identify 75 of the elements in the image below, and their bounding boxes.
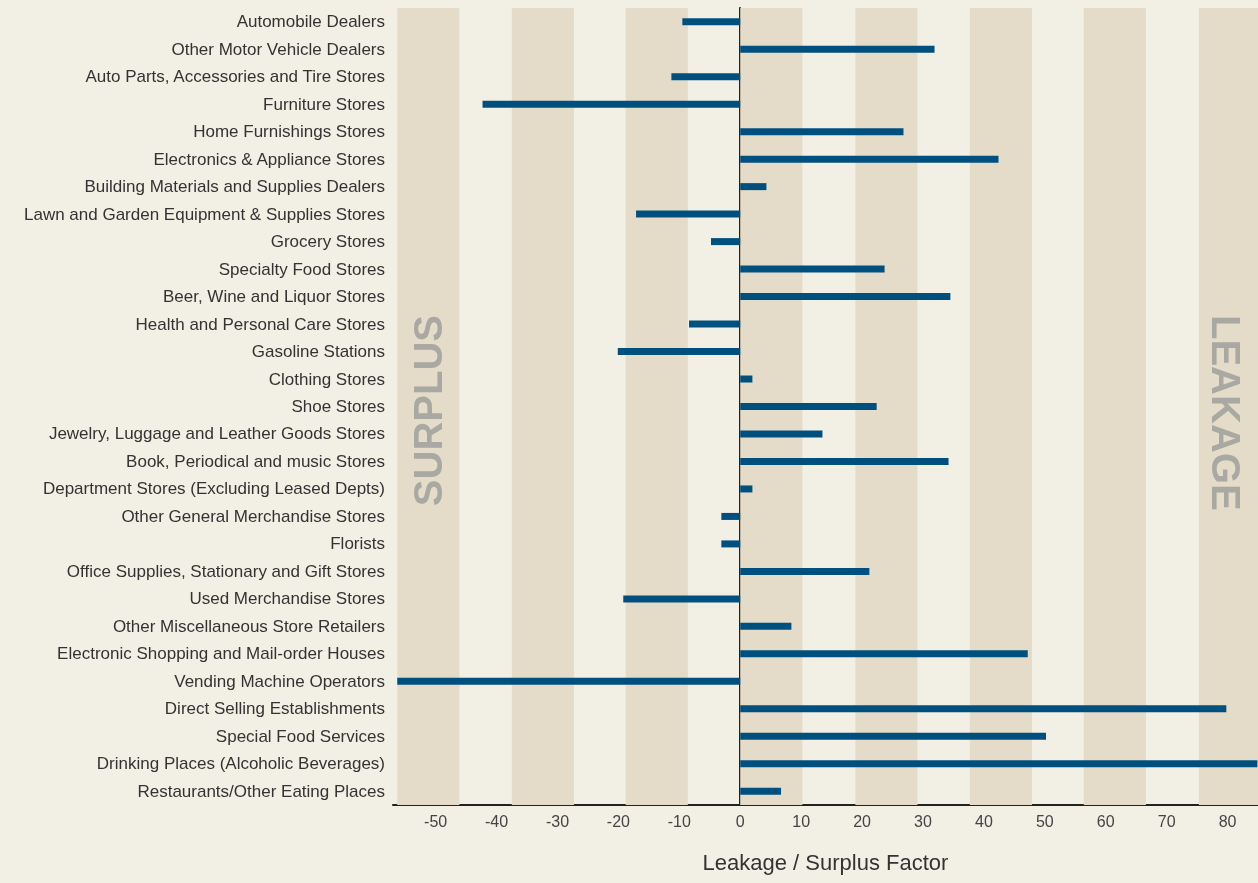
bar xyxy=(740,183,767,191)
y-tick-label: Department Stores (Excluding Leased Depts) xyxy=(42,479,385,499)
bar xyxy=(740,128,904,136)
bar xyxy=(740,293,951,301)
y-tick-label: Auto Parts, Accessories and Tire Stores xyxy=(85,67,385,87)
y-tick-label: Health and Personal Care Stores xyxy=(135,314,385,334)
x-tick-label: -20 xyxy=(606,812,631,830)
annotation: LEAKAGE xyxy=(1204,315,1248,511)
y-tick-label: Home Furnishings Stores xyxy=(193,122,385,142)
y-tick-label: Building Materials and Supplies Dealers xyxy=(84,177,385,197)
y-tick-label: Lawn and Garden Equipment & Supplies Stores xyxy=(23,204,385,224)
y-tick-label: Clothing Stores xyxy=(268,369,385,389)
x-axis-title: Leakage / Surplus Factor xyxy=(702,849,949,875)
bar xyxy=(740,45,935,53)
y-tick-label: Electronic Shopping and Mail-order Houses xyxy=(57,644,385,664)
bar xyxy=(740,705,1227,713)
bar xyxy=(740,760,1258,768)
x-tick-label: -10 xyxy=(667,812,691,830)
y-tick-label: Gasoline Stations xyxy=(251,342,385,362)
x-tick-label: 10 xyxy=(792,812,811,830)
y-tick-label: Direct Selling Establishments xyxy=(164,699,385,719)
x-tick-label: 80 xyxy=(1218,812,1237,830)
x-tick-label: 70 xyxy=(1157,812,1176,830)
x-tick-label: 20 xyxy=(853,812,872,830)
bar xyxy=(682,18,741,26)
bar xyxy=(740,375,753,383)
bar xyxy=(740,567,870,575)
x-tick-label: 0 xyxy=(735,812,745,830)
bar xyxy=(740,732,1047,740)
y-tick-label: Automobile Dealers xyxy=(236,12,385,32)
x-tick-label: -50 xyxy=(424,812,448,830)
y-tick-label: Beer, Wine and Liquor Stores xyxy=(162,287,385,307)
bar xyxy=(721,512,741,520)
y-tick-label: Other Miscellaneous Store Retailers xyxy=(112,616,385,636)
y-tick-label: Vending Machine Operators xyxy=(174,671,385,691)
y-tick-label: Grocery Stores xyxy=(270,232,385,252)
y-tick-label: Book, Periodical and music Stores xyxy=(126,451,385,471)
bar xyxy=(482,100,741,108)
bar xyxy=(740,457,949,465)
y-tick-label: Florists xyxy=(330,534,385,554)
bar xyxy=(740,622,792,630)
y-tick-label: Other Motor Vehicle Dealers xyxy=(171,39,385,59)
x-tick-label: 60 xyxy=(1096,812,1115,830)
x-tick-label: -40 xyxy=(484,812,509,830)
y-tick-label: Other General Merchandise Stores xyxy=(121,506,385,526)
y-tick-label: Special Food Services xyxy=(215,726,385,746)
y-tick-label: Jewelry, Luggage and Leather Goods Stores xyxy=(48,424,385,444)
y-tick-label: Specialty Food Stores xyxy=(218,259,385,279)
bar xyxy=(740,430,823,438)
y-tick-label: Restaurants/Other Eating Places xyxy=(137,781,385,801)
bar xyxy=(636,210,741,218)
y-tick-label: Furniture Stores xyxy=(263,94,385,114)
bar xyxy=(740,155,999,163)
y-tick-label: Used Merchandise Stores xyxy=(189,589,385,609)
y-tick-label: Electronics & Appliance Stores xyxy=(153,149,385,169)
bar xyxy=(740,787,782,795)
bar xyxy=(740,485,753,493)
bar xyxy=(397,677,741,685)
bar xyxy=(740,650,1028,658)
bar xyxy=(671,73,741,81)
bar xyxy=(721,540,741,548)
y-tick-label: Shoe Stores xyxy=(291,397,385,416)
y-tick-label: Drinking Places (Alcoholic Beverages) xyxy=(96,754,385,774)
bar xyxy=(689,320,741,328)
bar xyxy=(623,595,741,603)
bar xyxy=(740,265,885,273)
annotation: SURPLUS xyxy=(406,314,450,507)
bar xyxy=(740,403,877,410)
x-tick-label: 30 xyxy=(914,812,932,830)
x-tick-label: -30 xyxy=(545,812,570,830)
bar xyxy=(710,238,741,246)
y-tick-label: Office Supplies, Stationary and Gift Stores xyxy=(66,561,385,581)
x-tick-label: 40 xyxy=(974,812,993,830)
x-tick-label: 50 xyxy=(1035,812,1054,830)
bar xyxy=(617,348,741,356)
